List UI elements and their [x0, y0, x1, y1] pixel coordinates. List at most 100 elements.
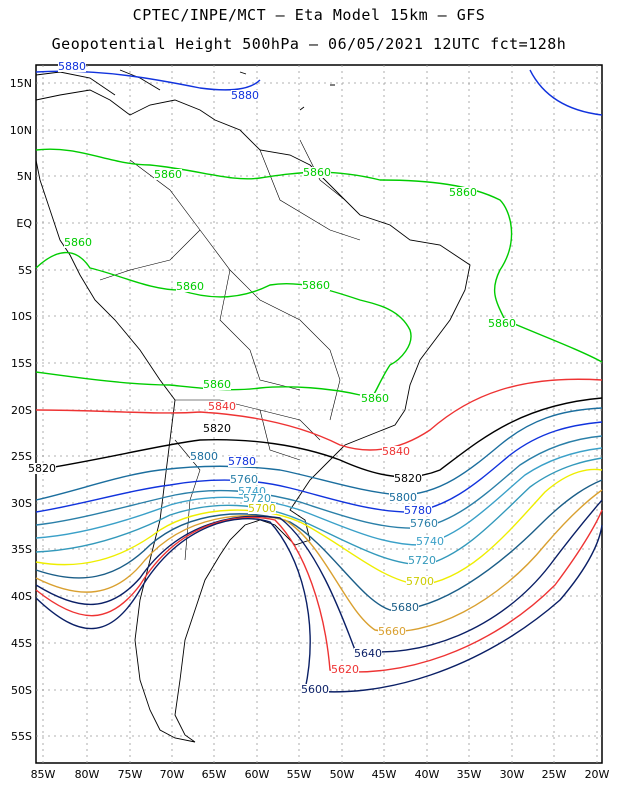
contour-5860-mid [35, 371, 361, 396]
label-5760-b-bg [410, 518, 438, 529]
contour-5840 [35, 378, 603, 451]
lon-tick-label: 55W [287, 768, 312, 781]
lat-tick-label: 35S [11, 543, 32, 556]
contours [35, 69, 603, 693]
label-5780-b: 5780 [404, 504, 432, 517]
label-5800-a: 5800 [190, 450, 218, 463]
label-5840-a: 5840 [208, 400, 236, 413]
contour-5660 [35, 489, 603, 633]
lon-tick-label: 20W [585, 768, 610, 781]
label-5760-a: 5760 [230, 473, 258, 486]
label-5760-b: 5760 [410, 517, 438, 530]
label-5600-bg [301, 684, 329, 695]
label-5820-c: 5820 [28, 462, 56, 475]
contour-5860-south [35, 251, 412, 401]
longitude-labels: 85W 80W 75W 70W 65W 60W 55W 50W 45W 40W 35W 30W 25W 2… [31, 768, 610, 781]
label-5720-a: 5720 [243, 492, 271, 505]
label-5860-d: 5860 [64, 236, 92, 249]
label-5740-b-bg [416, 536, 444, 547]
central-america-coast [35, 69, 161, 96]
label-5660-bg [378, 626, 406, 637]
label-5820-c-bg [28, 463, 56, 474]
contour-5780 [35, 421, 603, 513]
lon-tick-label: 60W [245, 768, 270, 781]
lat-tick-label: 20S [11, 404, 32, 417]
lon-tick-label: 35W [457, 768, 482, 781]
label-5760-a-bg [230, 474, 258, 485]
label-5820-a: 5820 [203, 422, 231, 435]
label-5860-f-bg [302, 280, 330, 291]
label-5860-g: 5860 [488, 317, 516, 330]
lat-tick-label: 15S [11, 357, 32, 370]
label-5660: 5660 [378, 625, 406, 638]
label-5840-a-bg [208, 401, 236, 412]
lat-tick-label: 5N [17, 170, 32, 183]
label-5860-c-bg [449, 187, 477, 198]
label-5860-h: 5860 [203, 378, 231, 391]
label-5880-north-bg [231, 90, 259, 101]
contour-labels: 5880 5880 5860 5860 5860 5860 5860 5860 5860 5860… [28, 60, 516, 696]
label-5800-b-bg [389, 492, 417, 503]
label-5860-b-bg [303, 167, 331, 178]
label-5880-north: 5880 [231, 89, 259, 102]
label-5860-c: 5860 [449, 186, 477, 199]
label-5880-top: 5880 [58, 60, 86, 73]
lon-tick-label: 75W [118, 768, 143, 781]
label-5860-d-bg [64, 237, 92, 248]
lon-tick-label: 80W [75, 768, 100, 781]
label-5740-a-bg [238, 486, 266, 497]
label-5820-b: 5820 [394, 472, 422, 485]
country-borders [99, 139, 361, 561]
lat-tick-label: 10S [11, 310, 32, 323]
contour-5620 [35, 509, 603, 673]
lat-tick-label: 10N [10, 124, 32, 137]
label-5840-b: 5840 [382, 445, 410, 458]
contour-5600 [35, 518, 603, 693]
label-5680: 5680 [391, 601, 419, 614]
contour-5860-north [35, 148, 603, 363]
label-5800-a-bg [190, 451, 218, 462]
label-5860-a: 5860 [154, 168, 182, 181]
contour-5720 [35, 457, 603, 566]
label-5620-bg [331, 664, 359, 675]
label-5800-b: 5800 [389, 491, 417, 504]
label-5700-b: 5700 [406, 575, 434, 588]
label-5600: 5600 [301, 683, 329, 696]
label-5700-b-bg [406, 576, 434, 587]
lat-tick-label: EQ [16, 217, 32, 230]
label-5860-i: 5860 [361, 392, 389, 405]
label-5860-e-bg [176, 281, 204, 292]
lon-tick-label: 85W [31, 768, 56, 781]
lon-tick-label: 65W [202, 768, 227, 781]
lon-tick-label: 30W [500, 768, 525, 781]
chart-title-line-1: CPTEC/INPE/MCT – Eta Model 15km – GFS [132, 6, 486, 24]
label-5860-f: 5860 [302, 279, 330, 292]
label-5860-e: 5860 [176, 280, 204, 293]
caribbean-islands [239, 71, 335, 111]
lon-tick-label: 45W [372, 768, 397, 781]
contour-5760 [35, 435, 603, 529]
label-5780-a: 5780 [228, 455, 256, 468]
label-5720-b-bg [408, 555, 436, 566]
lat-tick-label: 15N [10, 77, 32, 90]
label-5700-a-bg [248, 503, 276, 514]
label-5860-h-bg [203, 379, 231, 390]
label-5680-bg [391, 602, 419, 613]
label-5820-b-bg [394, 473, 422, 484]
label-5700-a: 5700 [248, 502, 276, 515]
lat-tick-label: 40S [11, 590, 32, 603]
lat-tick-label: 25S [11, 450, 32, 463]
contour-5740 [35, 447, 603, 546]
label-5860-a-bg [154, 169, 182, 180]
lon-tick-label: 50W [330, 768, 355, 781]
label-5620: 5620 [331, 663, 359, 676]
label-5720-a-bg [243, 493, 271, 504]
coastline [35, 69, 471, 743]
lat-tick-label: 30S [11, 497, 32, 510]
label-5860-g-bg [488, 318, 516, 329]
lat-tick-label: 45S [11, 637, 32, 650]
label-5640: 5640 [354, 647, 382, 660]
south-america-coast [35, 89, 471, 743]
label-5860-b: 5860 [303, 166, 331, 179]
